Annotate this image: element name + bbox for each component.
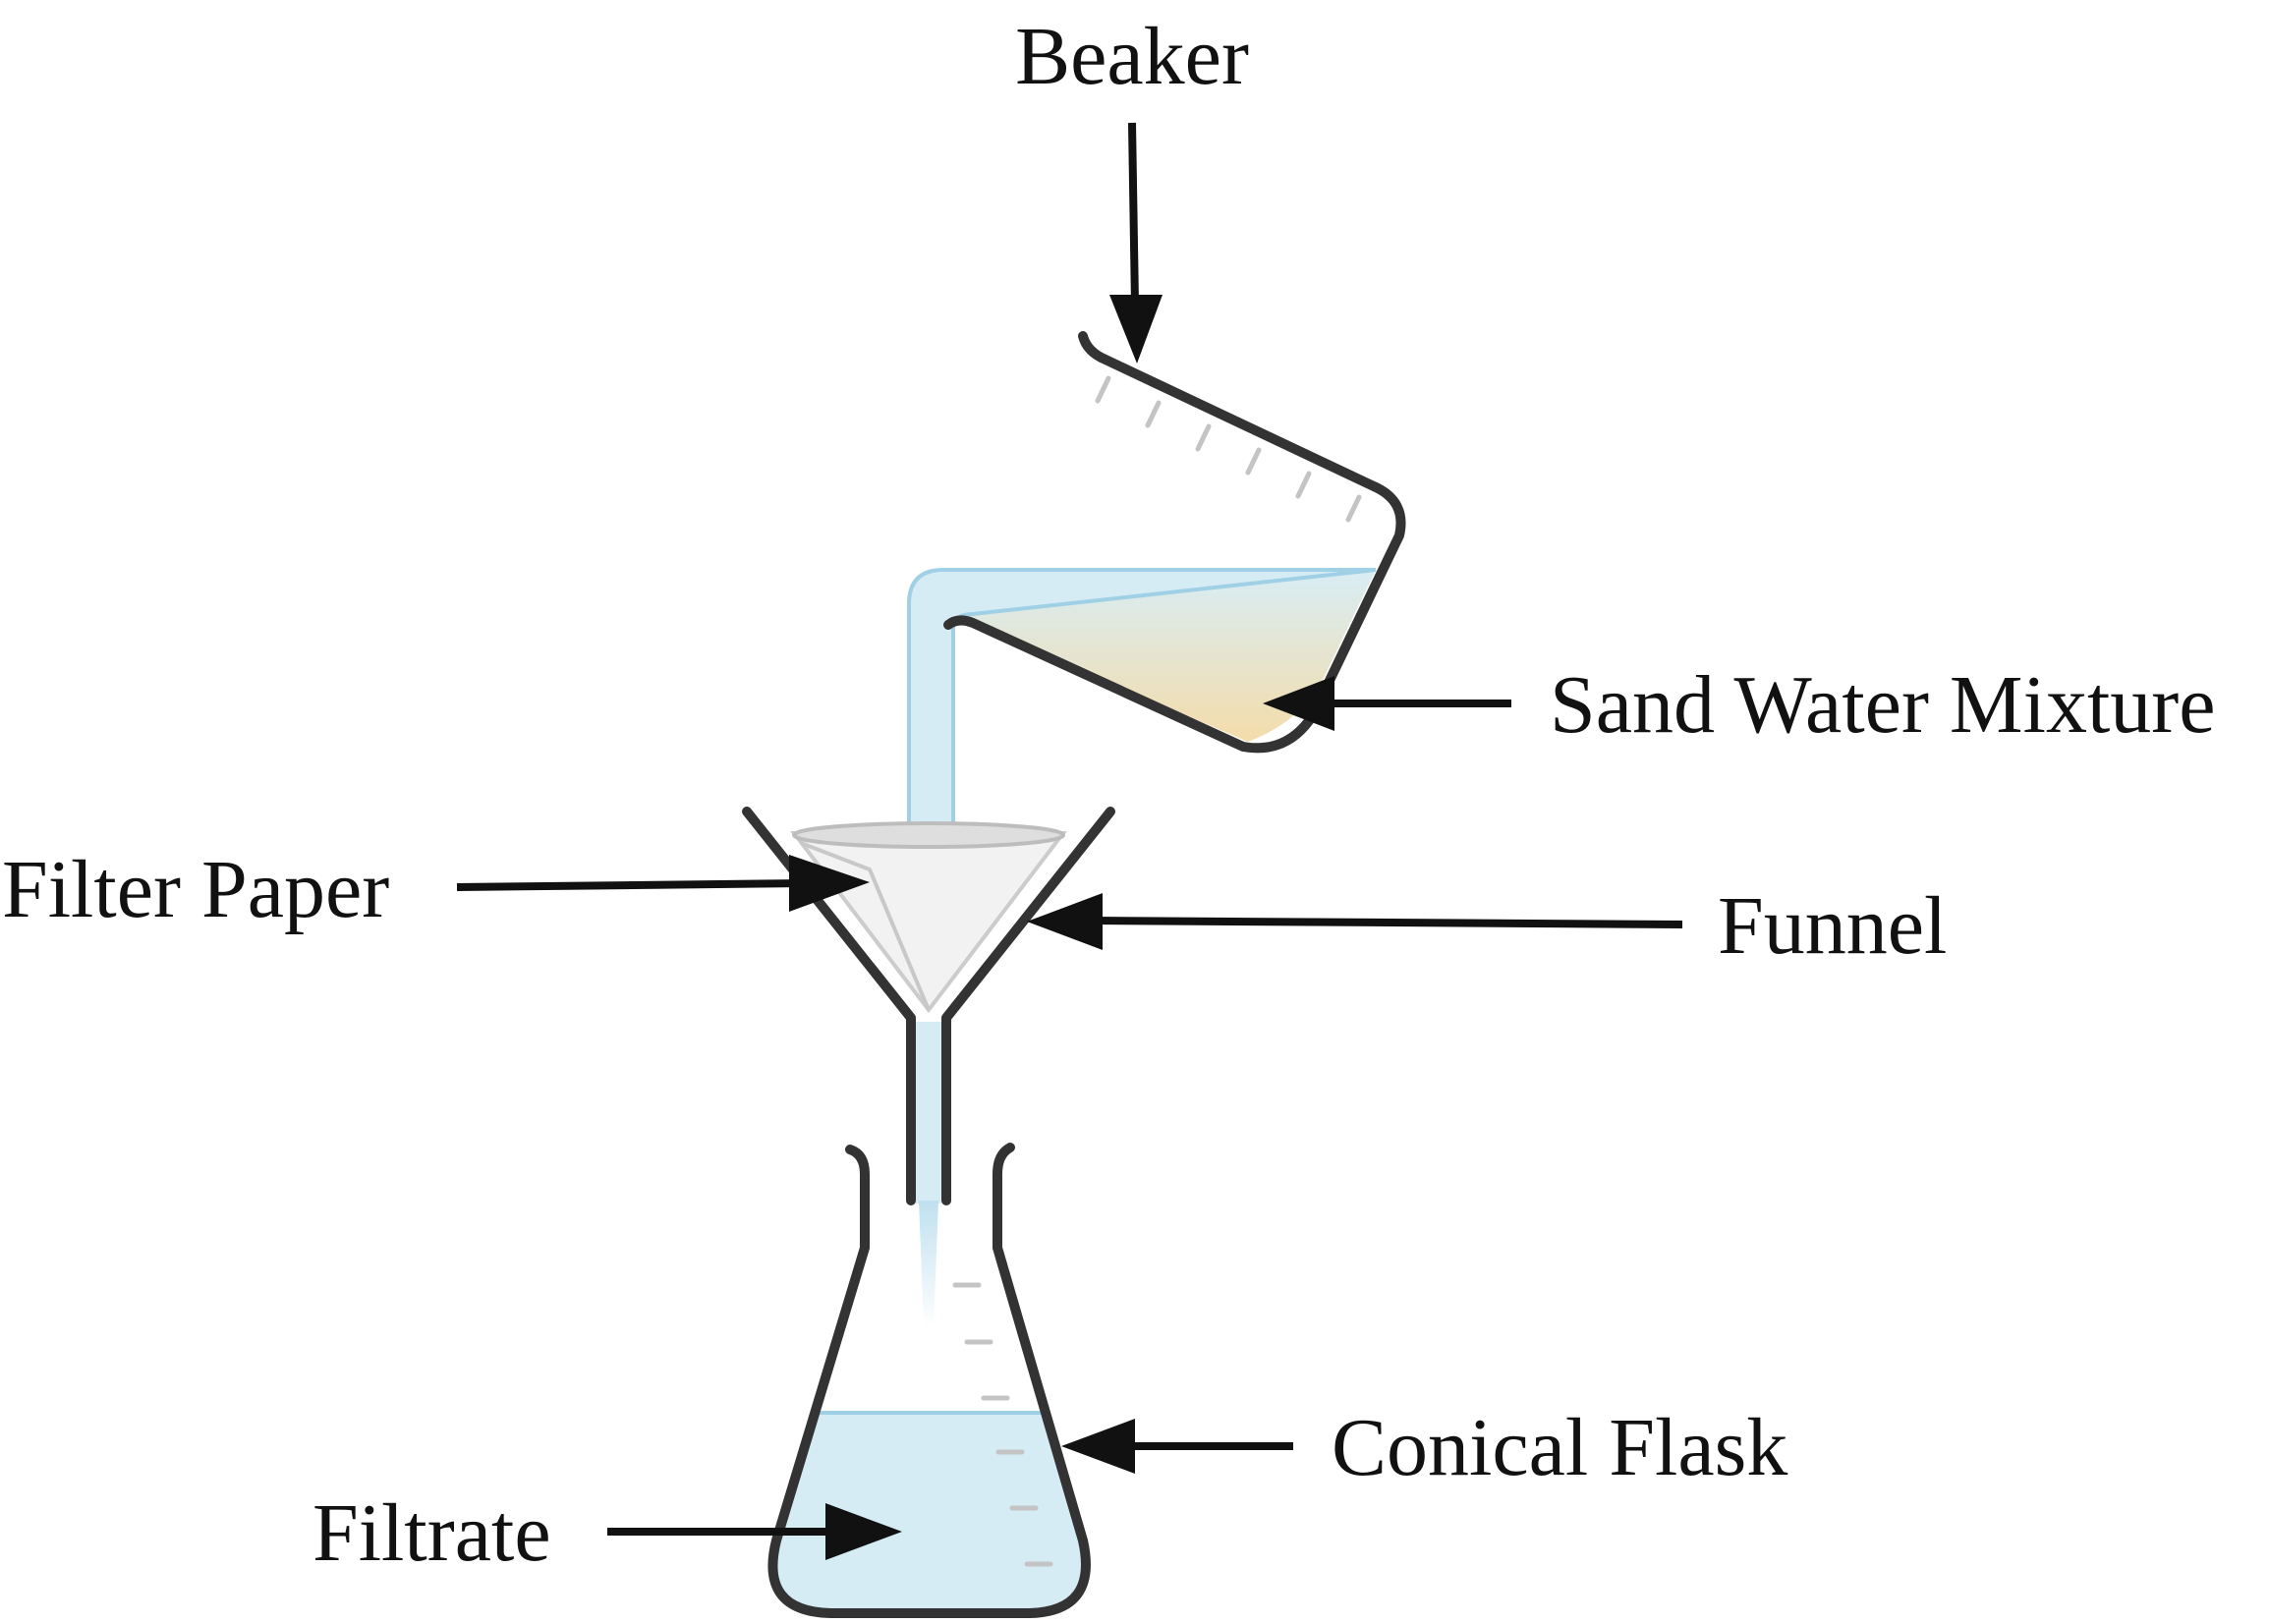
funnel-stem-liquid	[916, 1022, 941, 1204]
funnel-arrow-line	[1090, 917, 1683, 928]
label-filter-paper: Filter Paper	[2, 844, 389, 935]
sand-water-mixture-liquid	[958, 570, 1376, 742]
filter-paper-fold	[800, 841, 931, 1011]
filtrate-liquid	[774, 1413, 1083, 1613]
label-beaker: Beaker	[1015, 11, 1249, 102]
filter-paper-arrow-line	[456, 879, 807, 891]
funnel-callout: Funnel	[1027, 880, 1947, 972]
filter-paper-callout: Filter Paper	[2, 844, 870, 935]
beaker-callout: Beaker	[1015, 11, 1249, 364]
label-funnel: Funnel	[1718, 880, 1947, 972]
filter-paper-arrow-head	[789, 855, 870, 912]
label-sand-water-mixture: Sand Water Mixture	[1550, 659, 2216, 751]
conical-flask-arrow-head	[1061, 1419, 1135, 1474]
filter-paper-rim	[792, 821, 1065, 849]
beaker	[907, 331, 1406, 827]
conical-flask-outline	[767, 1143, 1091, 1618]
funnel-outline-right	[941, 807, 1115, 1205]
conical-flask	[767, 1143, 1091, 1618]
beaker-measurement-ticks	[1095, 375, 1362, 523]
beaker-arrow-line	[1128, 122, 1139, 306]
sand-water-mixture-arrow-head	[1263, 676, 1334, 731]
flask-graduation-marks	[952, 1282, 1053, 1567]
filtrate-stream	[919, 1201, 938, 1326]
conical-flask-callout: Conical Flask	[1061, 1402, 1787, 1493]
funnel-arrow-head	[1027, 893, 1103, 950]
beaker-arrow-head	[1109, 295, 1163, 364]
filtrate-arrow-head	[825, 1503, 902, 1560]
label-filtrate: Filtrate	[312, 1487, 551, 1579]
sand-water-mixture-callout: Sand Water Mixture	[1263, 659, 2216, 751]
label-conical-flask: Conical Flask	[1332, 1402, 1787, 1493]
filtrate-callout: Filtrate	[312, 1487, 902, 1579]
